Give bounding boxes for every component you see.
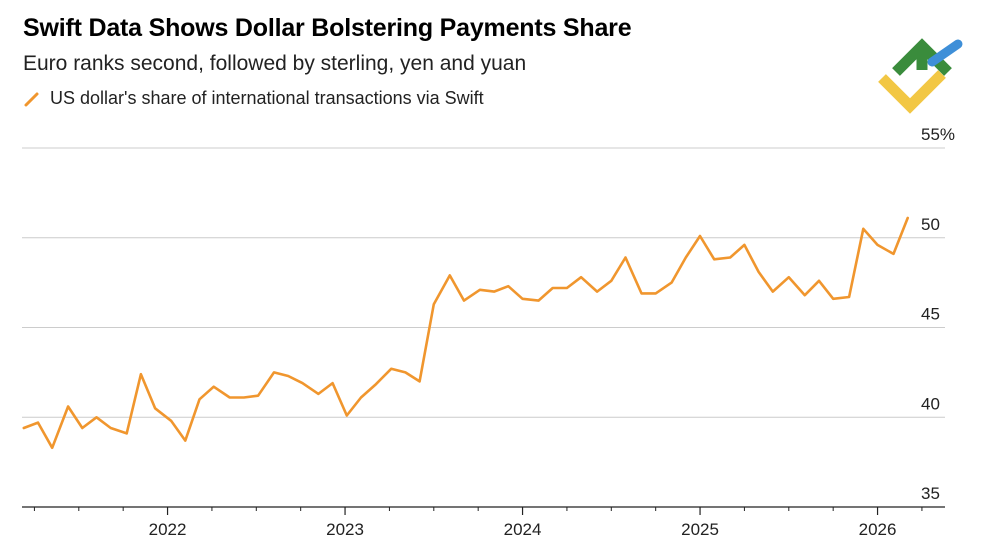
x-tick-label: 2025	[681, 520, 719, 539]
data-point	[212, 385, 215, 388]
data-point	[140, 373, 143, 376]
data-point	[360, 396, 363, 399]
data-point	[198, 398, 201, 401]
data-point	[374, 384, 377, 387]
data-point	[125, 432, 128, 435]
data-point	[596, 290, 599, 293]
data-point	[507, 285, 510, 288]
data-point	[22, 427, 25, 430]
data-point	[624, 256, 627, 259]
data-point	[640, 292, 643, 295]
data-point	[463, 299, 466, 302]
data-point	[803, 294, 806, 297]
data-point	[743, 244, 746, 247]
data-point	[346, 414, 349, 417]
data-point	[81, 427, 84, 430]
data-point	[788, 276, 791, 279]
legend-line-icon	[23, 90, 41, 108]
data-point	[862, 227, 865, 230]
data-point	[448, 274, 451, 277]
data-point	[433, 303, 436, 306]
data-point	[551, 287, 554, 290]
data-point	[818, 280, 821, 283]
data-point	[404, 371, 407, 374]
x-tick-label: 2024	[504, 520, 542, 539]
data-point	[257, 394, 260, 397]
data-point	[418, 380, 421, 383]
data-point	[243, 396, 246, 399]
data-point	[772, 290, 775, 293]
data-point	[51, 446, 54, 449]
data-point	[184, 439, 187, 442]
data-point	[876, 244, 879, 247]
data-point	[848, 296, 851, 299]
data-point	[109, 427, 112, 430]
data-point	[906, 217, 909, 220]
data-point	[654, 292, 657, 295]
data-point	[317, 393, 320, 396]
x-tick-label: 2023	[326, 520, 364, 539]
data-point	[479, 289, 482, 292]
data-point	[228, 396, 231, 399]
data-point	[95, 416, 98, 419]
data-point	[154, 407, 157, 410]
y-tick-label: 35	[921, 484, 940, 503]
data-point	[390, 367, 393, 370]
data-point	[331, 382, 334, 385]
legend: US dollar's share of international trans…	[23, 88, 484, 109]
data-point	[832, 297, 835, 300]
data-point	[757, 271, 760, 274]
data-point	[685, 256, 688, 259]
data-point	[301, 382, 304, 385]
data-point	[699, 235, 702, 238]
data-point	[287, 375, 290, 378]
chart-subtitle: Euro ranks second, followed by sterling,…	[23, 52, 527, 75]
y-tick-label: 55%	[921, 125, 955, 144]
y-tick-label: 45	[921, 305, 940, 324]
data-point	[521, 297, 524, 300]
brand-logo-icon	[872, 36, 967, 128]
data-point	[67, 405, 70, 408]
data-point	[580, 276, 583, 279]
chart-title: Swift Data Shows Dollar Bolstering Payme…	[23, 14, 632, 42]
data-point	[670, 281, 673, 284]
data-point	[892, 253, 895, 256]
data-point	[610, 280, 613, 283]
data-point	[713, 258, 716, 261]
legend-label: US dollar's share of international trans…	[50, 88, 484, 108]
y-tick-label: 40	[921, 394, 940, 413]
x-tick-label: 2022	[149, 520, 187, 539]
series-line-usd-share	[22, 216, 910, 450]
data-point	[273, 371, 276, 374]
y-tick-label: 50	[921, 215, 940, 234]
data-point	[37, 421, 40, 424]
data-point	[493, 290, 496, 293]
x-tick-label: 2026	[859, 520, 897, 539]
data-point	[170, 420, 173, 423]
data-point	[566, 287, 569, 290]
data-point	[729, 256, 732, 259]
data-point	[537, 299, 540, 302]
